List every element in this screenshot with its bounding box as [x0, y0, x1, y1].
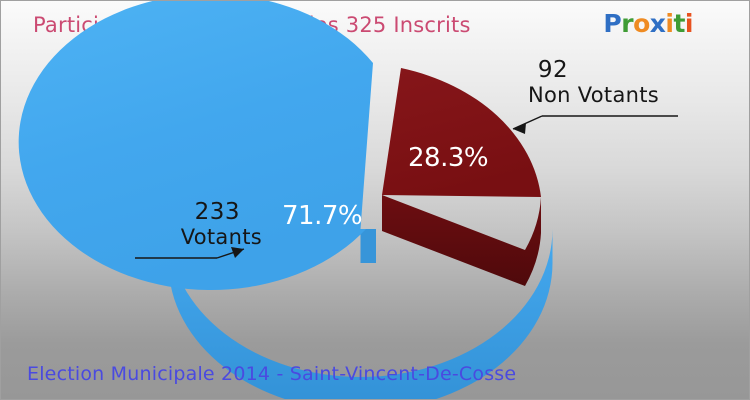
pie-slice-non-votants[interactable] — [382, 68, 541, 286]
pie-slice-non-votants-side — [382, 195, 525, 286]
callout-non-votants-label: Non Votants — [528, 83, 660, 107]
callout-votants-count: 233 — [194, 199, 240, 225]
chart-footer-caption: Election Municipale 2014 - Saint-Vincent… — [27, 363, 517, 385]
callout-votants-label: Votants — [180, 225, 262, 249]
proxiti-logo[interactable]: Proxiti — [603, 11, 693, 36]
logo-letter-r: r — [621, 9, 634, 38]
callout-votants: 233 Votants — [142, 199, 262, 249]
pie-slice-votants-inner-wall — [360, 229, 376, 263]
logo-letter-o: o — [633, 9, 650, 38]
logo-letter-i2: i — [684, 9, 694, 38]
slice-label-votants-percent: 71.7% — [282, 201, 363, 231]
pie-slice-votants-top — [18, 1, 373, 291]
logo-letter-t: t — [673, 9, 685, 38]
pie-slice-votants[interactable] — [18, 1, 553, 400]
callout-leader-non-votants — [512, 115, 678, 134]
logo-letter-x: x — [649, 9, 666, 38]
callout-non-votants: 92 Non Votants — [528, 57, 698, 107]
slice-label-non-votants-percent: 28.3% — [408, 143, 489, 173]
logo-letter-p: P — [603, 9, 622, 38]
pie-slice-non-votants-arc-side — [525, 197, 541, 286]
callout-leader-votants — [135, 247, 245, 259]
logo-letter-i1: i — [665, 9, 674, 38]
pie-slice-non-votants-top — [382, 68, 541, 197]
callout-non-votants-count: 92 — [537, 57, 569, 83]
